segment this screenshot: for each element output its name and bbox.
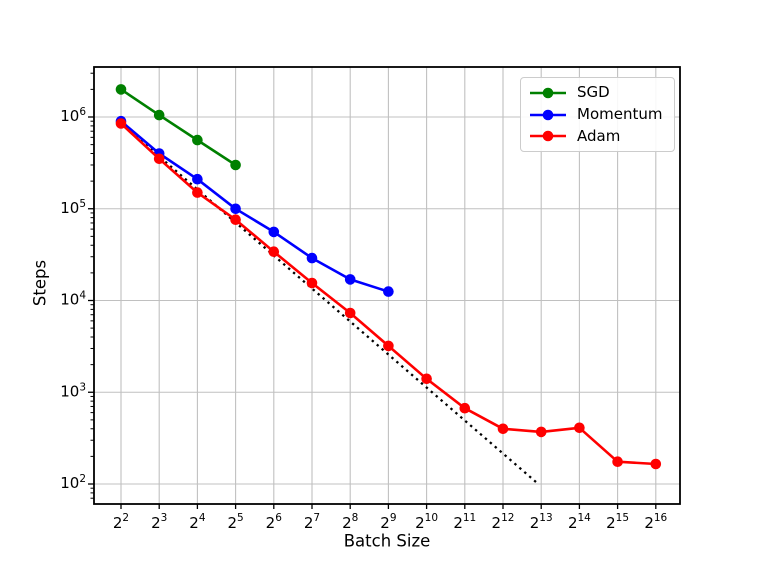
series-line [119, 119, 390, 293]
legend-line-marker-adam [530, 130, 566, 142]
legend-label: SGD [577, 83, 610, 102]
legend-item-momentum: Momentum [529, 104, 674, 126]
axis-ticks [88, 72, 657, 509]
legend: SGD Momentum Adam [520, 77, 675, 152]
legend-label: Adam [577, 126, 621, 145]
data-point [497, 423, 509, 435]
legend-item-sgd: SGD [529, 82, 674, 104]
data-point [230, 214, 241, 225]
data-point [612, 456, 623, 468]
data-point [153, 153, 165, 165]
series-adam [115, 118, 662, 470]
data-point [192, 187, 203, 198]
data-point [230, 203, 241, 215]
data-point [192, 173, 203, 185]
data-point [344, 307, 356, 319]
y-axis-label: Steps [30, 259, 50, 307]
data-point [383, 286, 394, 297]
reference-line-dotted [120, 122, 538, 484]
data-point [268, 226, 280, 238]
data-point [153, 109, 165, 121]
data-point [535, 426, 547, 438]
legend-label: Momentum [577, 105, 663, 123]
data-point [574, 422, 585, 434]
data-point [192, 134, 203, 146]
data-point [421, 373, 432, 385]
data-point [650, 458, 662, 470]
data-point [306, 277, 318, 289]
data-point [115, 84, 127, 95]
data-point [230, 159, 241, 171]
legend-line-marker-momentum [530, 109, 566, 120]
axes-spines [93, 66, 681, 505]
series-sgd [115, 84, 241, 171]
data-point [115, 118, 127, 129]
data-point [306, 252, 318, 264]
data-point [268, 246, 280, 257]
x-axis-label: Batch Size [343, 531, 431, 551]
legend-item-adam: Adam [529, 125, 674, 147]
series-line [119, 88, 237, 167]
data-point [383, 340, 394, 352]
data-point [344, 274, 356, 285]
legend-line-marker-sgd [530, 87, 566, 99]
data-point [459, 402, 471, 414]
